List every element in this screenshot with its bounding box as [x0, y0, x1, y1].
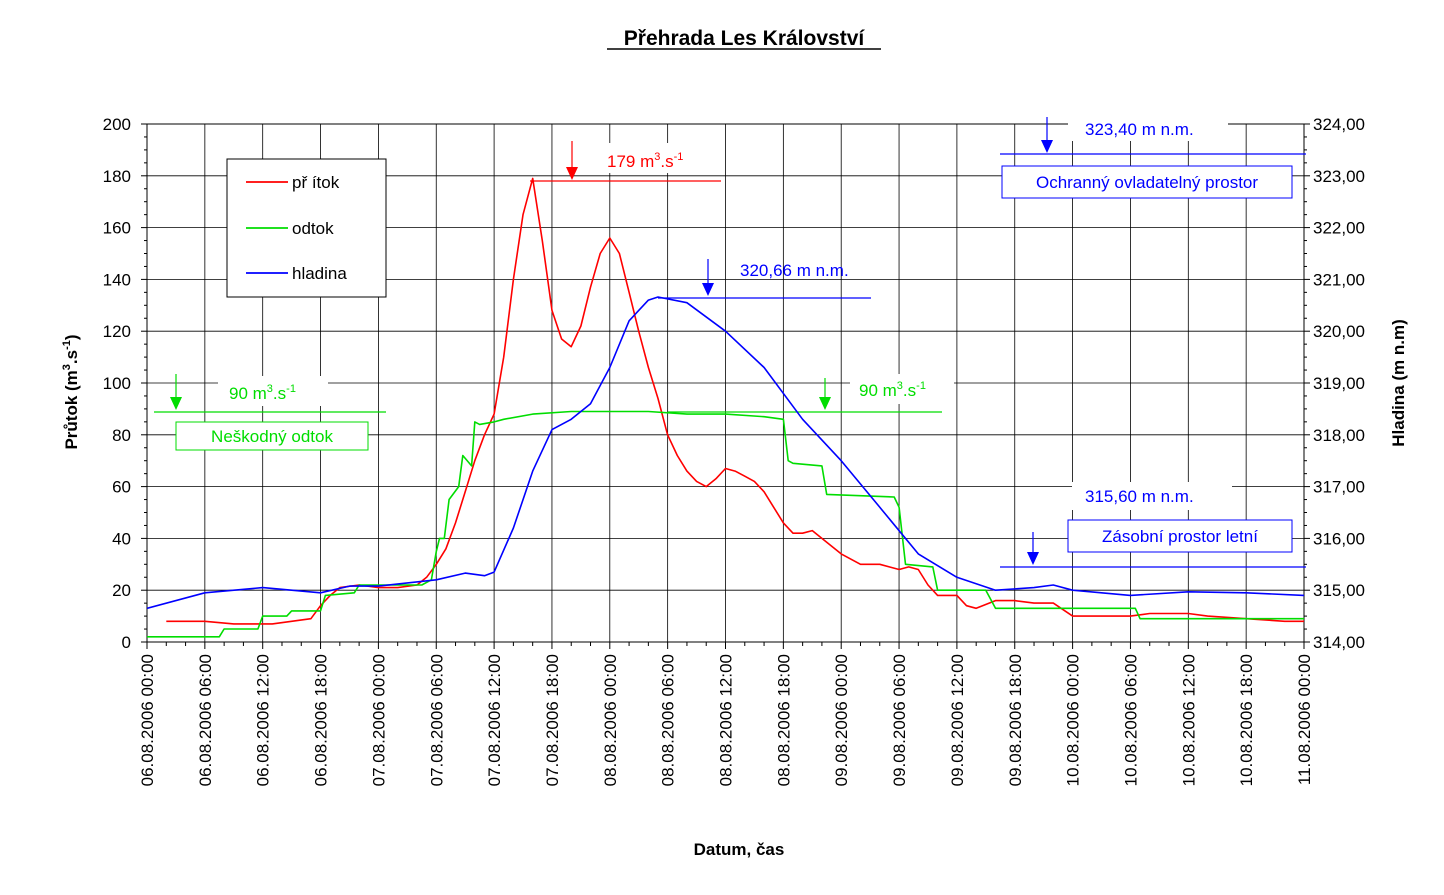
peak-pritok-label: 179 m3.s-1 [607, 151, 683, 171]
x-tick-label: 08.08.2006 06:00 [659, 654, 678, 786]
x-tick-label: 10.08.2006 06:00 [1121, 654, 1140, 786]
y-tick-label-left: 200 [103, 115, 131, 134]
neskodny-box [175, 421, 369, 451]
neskodny-right-label: 90 m3.s-1 [859, 380, 926, 400]
x-tick-label: 07.08.2006 12:00 [485, 654, 504, 786]
x-tick-label: 06.08.2006 06:00 [196, 654, 215, 786]
y-tick-label-right: 316,00 [1313, 529, 1365, 548]
y-tick-label-left: 80 [112, 426, 131, 445]
annotation-neskodny-left: 90 m3.s-1 Neškodný odtok [154, 374, 386, 451]
x-tick-label: 10.08.2006 12:00 [1179, 654, 1198, 786]
zasobni-box [1067, 519, 1293, 553]
y-tick-label-left: 0 [122, 633, 131, 652]
neskodny-left-label-bg [218, 376, 328, 406]
legend: př ítok odtok hladina [226, 158, 387, 298]
annotations: 323,40 m n.m. Ochranný ovladatelný prost… [154, 115, 1306, 568]
annotation-zasobni: 315,60 m n.m. Zásobní prostor letní [1000, 482, 1306, 568]
y-axis-left: 0 20 40 60 80 100 120 140 160 180 200 [103, 115, 147, 652]
series-line-pritok [166, 177, 1304, 625]
ochranny-value-label: 323,40 m n.m. [1085, 120, 1194, 139]
legend-hladina-label: hladina [292, 264, 347, 283]
annotation-max-hladina: 320,66 m n.m. [658, 259, 871, 299]
neskodny-right-arrow-head [819, 397, 831, 410]
y-tick-label-right: 315,00 [1313, 581, 1365, 600]
ochranny-box-label: Ochranný ovladatelný prostor [1036, 173, 1258, 192]
y-axis-right: 314,00 315,00 316,00 317,00 318,00 319,00 320,… [1304, 115, 1365, 652]
y-tick-label-left: 20 [112, 581, 131, 600]
plot-frame [146, 123, 1305, 643]
zasobni-value-label: 315,60 m n.m. [1085, 487, 1194, 506]
x-tick-label: 08.08.2006 18:00 [774, 654, 793, 786]
y-tick-label-left: 100 [103, 374, 131, 393]
peak-pritok-arrow-head [566, 167, 578, 180]
y-tick-label-left: 140 [103, 270, 131, 289]
annotation-neskodny-right: 90 m3.s-1 [668, 374, 954, 413]
x-tick-label: 08.08.2006 00:00 [601, 654, 620, 786]
x-axis: 06.08.2006 00:00 06.08.2006 06:00 06.08.20… [138, 642, 1314, 786]
y-tick-label-right: 322,00 [1313, 219, 1365, 238]
x-tick-label: 07.08.2006 18:00 [543, 654, 562, 786]
max-hladina-label: 320,66 m n.m. [740, 261, 849, 280]
zasobni-arrow-head [1027, 552, 1039, 565]
x-tick-label: 09.08.2006 00:00 [832, 654, 851, 786]
y-axis-left-label: Průtok (m3.s-1) [61, 334, 81, 449]
y-tick-label-right: 320,00 [1313, 322, 1365, 341]
ochranny-label-bg [1068, 115, 1228, 141]
x-tick-label: 07.08.2006 00:00 [369, 654, 388, 786]
y-axis-right-label: Hladina (m n.m) [1389, 319, 1408, 447]
x-tick-label: 09.08.2006 18:00 [1006, 654, 1025, 786]
x-axis-label: Datum, čas [694, 840, 785, 859]
x-tick-label: 06.08.2006 12:00 [254, 654, 273, 786]
x-tick-label: 08.08.2006 12:00 [717, 654, 736, 786]
y-tick-label-right: 324,00 [1313, 115, 1365, 134]
legend-pritok-label: př ítok [292, 173, 340, 192]
legend-odtok-label: odtok [292, 219, 334, 238]
zasobni-box-label: Zásobní prostor letní [1102, 527, 1258, 546]
chart-title: Přehrada Les Království [624, 27, 866, 50]
ochranny-box [1001, 165, 1293, 199]
ochranny-arrow-head [1041, 140, 1053, 153]
y-tick-label-right: 317,00 [1313, 478, 1365, 497]
y-tick-label-right: 319,00 [1313, 374, 1365, 393]
y-tick-label-left: 180 [103, 167, 131, 186]
y-tick-label-right: 318,00 [1313, 426, 1365, 445]
series-group [147, 177, 1304, 638]
series-line-odtok [147, 410, 1304, 638]
x-tick-label: 10.08.2006 00:00 [1064, 654, 1083, 786]
neskodny-box-label: Neškodný odtok [211, 427, 333, 446]
x-tick-label: 06.08.2006 18:00 [312, 654, 331, 786]
x-tick-label: 07.08.2006 06:00 [427, 654, 446, 786]
y-tick-label-left: 120 [103, 322, 131, 341]
x-tick-label: 11.08.2006 00:00 [1295, 654, 1314, 785]
y-tick-label-left: 160 [103, 219, 131, 238]
y-tick-label-left: 60 [112, 478, 131, 497]
neskodny-right-label-bg [850, 374, 954, 404]
max-hladina-arrow-head [702, 283, 714, 296]
neskodny-left-label: 90 m3.s-1 [229, 383, 296, 403]
annotation-ochranny: 323,40 m n.m. Ochranný ovladatelný prost… [1000, 115, 1306, 199]
neskodny-left-arrow-head [170, 397, 182, 410]
series-line-hladina [147, 296, 1304, 610]
x-tick-label: 10.08.2006 18:00 [1237, 654, 1256, 786]
annotation-peak-pritok: 179 m3.s-1 [530, 141, 721, 182]
y-tick-label-right: 323,00 [1313, 167, 1365, 186]
zasobni-label-bg [1072, 482, 1232, 510]
x-tick-label: 06.08.2006 00:00 [138, 654, 157, 786]
y-tick-label-right: 321,00 [1313, 270, 1365, 289]
x-tick-label: 09.08.2006 12:00 [948, 654, 967, 786]
x-tick-label: 09.08.2006 06:00 [890, 654, 909, 786]
y-tick-label-right: 314,00 [1313, 633, 1365, 652]
peak-pritok-label-bg [598, 143, 706, 173]
y-tick-label-left: 40 [112, 529, 131, 548]
